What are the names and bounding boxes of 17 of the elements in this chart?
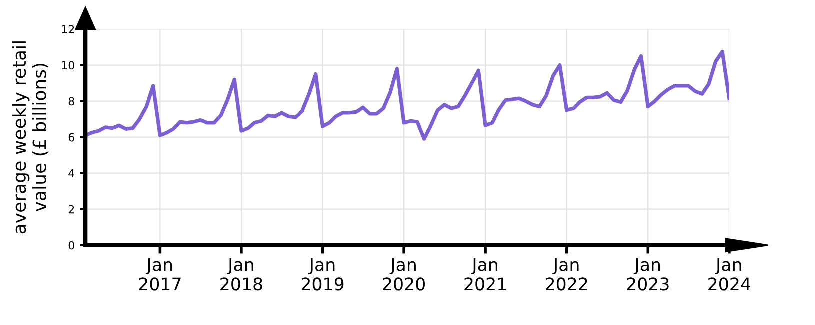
x-tick-label: Jan 2021 [464, 258, 506, 291]
y-tick-label: 0 [68, 241, 74, 250]
y-tick-label: 2 [68, 205, 74, 214]
y-tick-label: 10 [62, 61, 74, 70]
x-tick-label: Jan 2020 [383, 258, 425, 291]
y-tick-label: 6 [68, 133, 74, 142]
y-tick-label: 8 [68, 97, 74, 106]
y-tick-label: 12 [62, 25, 74, 34]
x-tick-label: Jan 2023 [627, 258, 669, 291]
y-tick-label: 4 [68, 169, 75, 178]
x-tick-label: Jan 2017 [139, 258, 181, 291]
x-tick-label: Jan 2022 [546, 258, 588, 291]
x-tick-label: Jan 2018 [220, 258, 262, 291]
line-series [86, 50, 730, 141]
x-tick-label: Jan 2024 [708, 258, 751, 291]
y-axis-title: average weekly retail value (£ billions) [12, 42, 49, 234]
x-tick-label: Jan 2019 [302, 258, 344, 291]
